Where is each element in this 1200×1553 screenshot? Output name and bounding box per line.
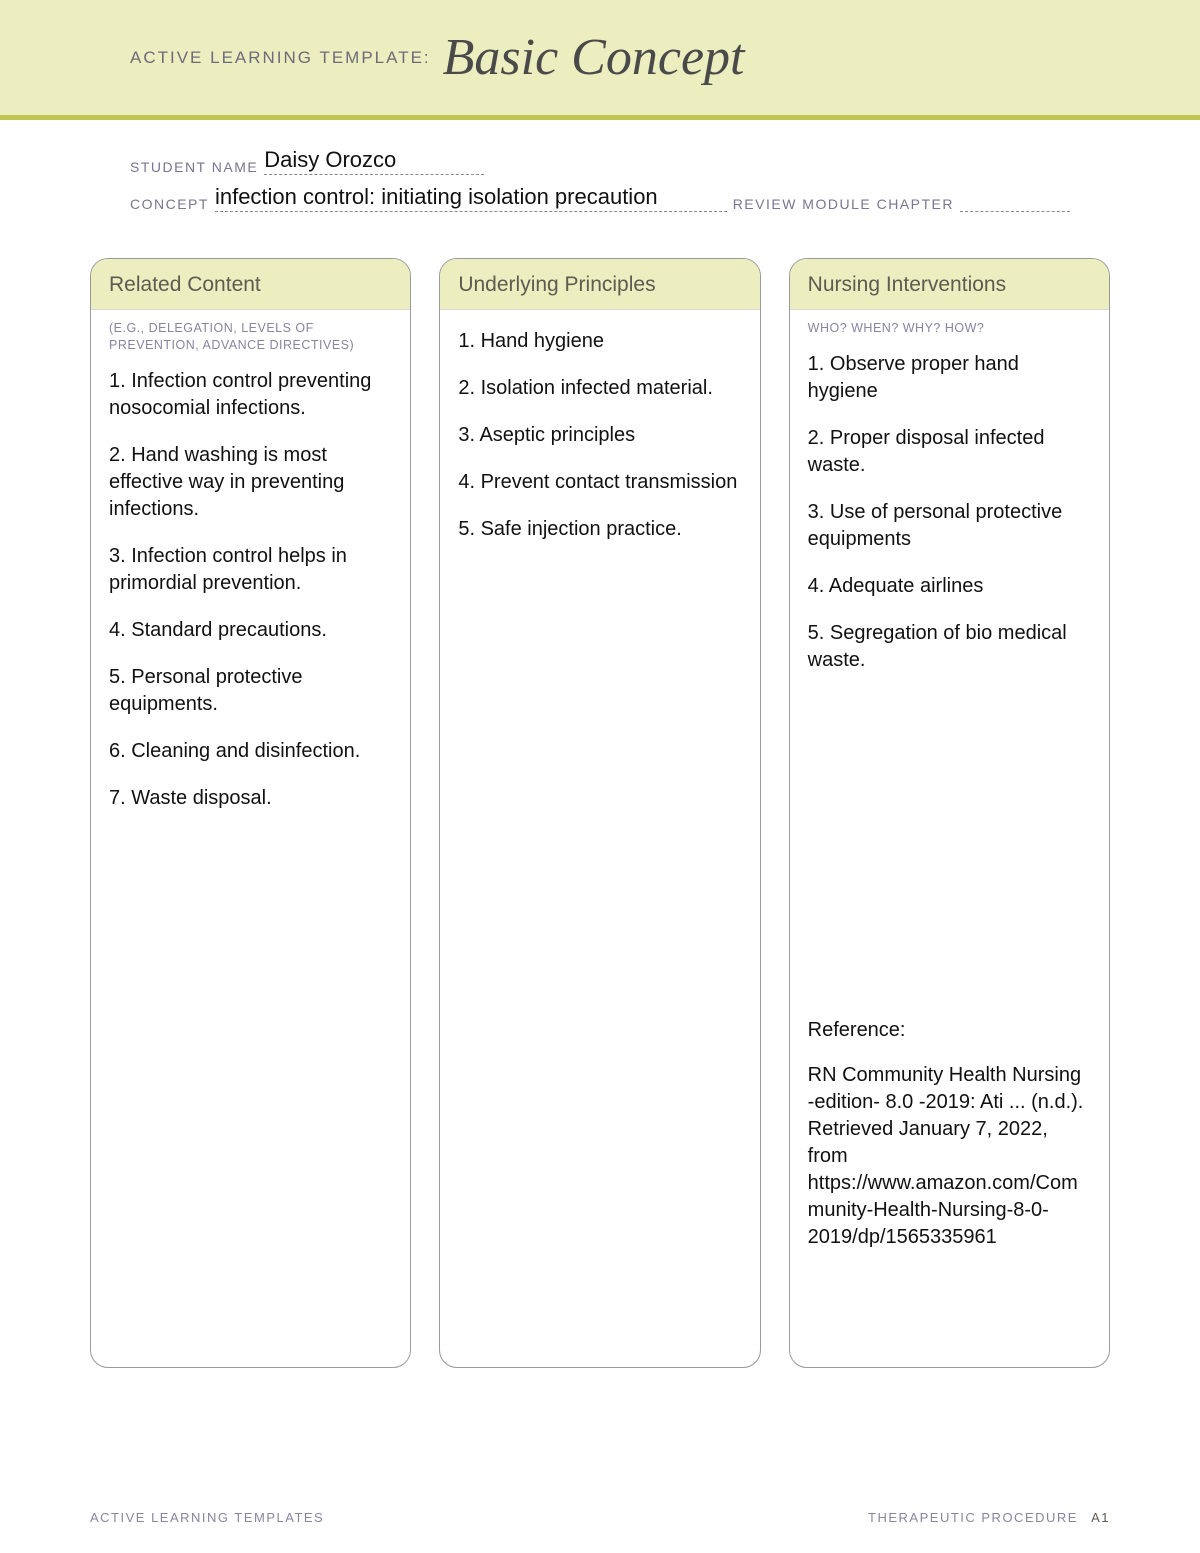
banner-title: Basic Concept xyxy=(443,28,745,87)
related-item: 7. Waste disposal. xyxy=(109,785,392,812)
col-underlying-principles: Underlying Principles 1. Hand hygiene 2.… xyxy=(439,258,760,1368)
concept-row: CONCEPT infection control: initiating is… xyxy=(130,185,1070,212)
footer-right: THERAPEUTIC PROCEDURE A1 xyxy=(868,1510,1110,1525)
student-name-label: STUDENT NAME xyxy=(130,159,258,175)
interventions-item: 2. Proper disposal infected waste. xyxy=(808,425,1091,479)
col-sub-related: (E.G., DELEGATION, LEVELS OF PREVENTION,… xyxy=(91,310,410,354)
related-item: 5. Personal protective equipments. xyxy=(109,664,392,718)
interventions-item: 3. Use of personal protective equipments xyxy=(808,499,1091,553)
related-item: 2. Hand washing is most effective way in… xyxy=(109,442,392,523)
related-item: 6. Cleaning and disinfection. xyxy=(109,738,392,765)
interventions-item: 5. Segregation of bio medical waste. xyxy=(808,620,1091,674)
interventions-item: 4. Adequate airlines xyxy=(808,573,1091,600)
reference-block: Reference: RN Community Health Nursing -… xyxy=(790,1017,1109,1287)
page: ACTIVE LEARNING TEMPLATE: Basic Concept … xyxy=(0,0,1200,1553)
meta-block: STUDENT NAME Daisy Orozco CONCEPT infect… xyxy=(0,120,1200,222)
col-body-interventions: 1. Observe proper hand hygiene 2. Proper… xyxy=(790,337,1109,712)
col-header-interventions: Nursing Interventions xyxy=(790,259,1109,310)
columns: Related Content (E.G., DELEGATION, LEVEL… xyxy=(0,222,1200,1368)
footer-left: ACTIVE LEARNING TEMPLATES xyxy=(90,1510,324,1525)
interventions-item: 1. Observe proper hand hygiene xyxy=(808,351,1091,405)
reference-label: Reference: xyxy=(808,1017,1091,1044)
review-chapter-value xyxy=(960,194,1070,212)
related-item: 3. Infection control helps in primordial… xyxy=(109,543,392,597)
related-item: 1. Infection control preventing nosocomi… xyxy=(109,368,392,422)
review-chapter-label: REVIEW MODULE CHAPTER xyxy=(733,196,954,212)
col-nursing-interventions: Nursing Interventions WHO? WHEN? WHY? HO… xyxy=(789,258,1110,1368)
principles-item: 5. Safe injection practice. xyxy=(458,516,741,543)
concept-value: infection control: initiating isolation … xyxy=(215,185,727,212)
principles-item: 2. Isolation infected material. xyxy=(458,375,741,402)
col-body-principles: 1. Hand hygiene 2. Isolation infected ma… xyxy=(440,314,759,581)
footer: ACTIVE LEARNING TEMPLATES THERAPEUTIC PR… xyxy=(90,1510,1110,1525)
footer-right-code: A1 xyxy=(1091,1510,1110,1525)
principles-item: 3. Aseptic principles xyxy=(458,422,741,449)
student-row: STUDENT NAME Daisy Orozco xyxy=(130,148,1070,175)
banner: ACTIVE LEARNING TEMPLATE: Basic Concept xyxy=(0,0,1200,120)
related-item: 4. Standard precautions. xyxy=(109,617,392,644)
col-header-principles: Underlying Principles xyxy=(440,259,759,310)
col-sub-interventions: WHO? WHEN? WHY? HOW? xyxy=(790,310,1109,337)
principles-item: 1. Hand hygiene xyxy=(458,328,741,355)
principles-item: 4. Prevent contact transmission xyxy=(458,469,741,496)
reference-text: RN Community Health Nursing -edition- 8.… xyxy=(808,1062,1091,1251)
col-body-related: 1. Infection control preventing nosocomi… xyxy=(91,354,410,850)
student-name-value: Daisy Orozco xyxy=(264,148,484,175)
col-header-related: Related Content xyxy=(91,259,410,310)
concept-label: CONCEPT xyxy=(130,196,209,212)
banner-label: ACTIVE LEARNING TEMPLATE: xyxy=(130,48,431,68)
footer-right-label: THERAPEUTIC PROCEDURE xyxy=(868,1510,1078,1525)
col-related-content: Related Content (E.G., DELEGATION, LEVEL… xyxy=(90,258,411,1368)
